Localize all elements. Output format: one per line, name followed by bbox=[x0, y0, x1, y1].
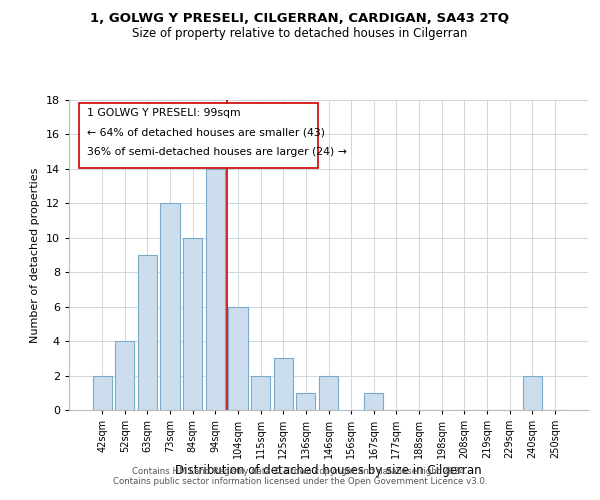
Bar bbox=[229, 306, 248, 410]
Bar bbox=[296, 393, 316, 410]
Bar bbox=[523, 376, 542, 410]
X-axis label: Distribution of detached houses by size in Cilgerran: Distribution of detached houses by size … bbox=[175, 464, 482, 477]
Bar bbox=[92, 376, 112, 410]
Text: 1, GOLWG Y PRESELI, CILGERRAN, CARDIGAN, SA43 2TQ: 1, GOLWG Y PRESELI, CILGERRAN, CARDIGAN,… bbox=[91, 12, 509, 26]
Bar bbox=[206, 169, 225, 410]
Bar bbox=[364, 393, 383, 410]
Bar bbox=[251, 376, 270, 410]
Text: Contains HM Land Registry data © Crown copyright and database right 2024.: Contains HM Land Registry data © Crown c… bbox=[132, 467, 468, 476]
Bar bbox=[319, 376, 338, 410]
Bar bbox=[274, 358, 293, 410]
Y-axis label: Number of detached properties: Number of detached properties bbox=[30, 168, 40, 342]
Bar bbox=[160, 204, 180, 410]
Text: ← 64% of detached houses are smaller (43): ← 64% of detached houses are smaller (43… bbox=[87, 128, 325, 138]
Text: Contains public sector information licensed under the Open Government Licence v3: Contains public sector information licen… bbox=[113, 477, 487, 486]
FancyBboxPatch shape bbox=[79, 103, 318, 168]
Bar bbox=[115, 341, 134, 410]
Bar bbox=[138, 255, 157, 410]
Text: 36% of semi-detached houses are larger (24) →: 36% of semi-detached houses are larger (… bbox=[87, 147, 347, 157]
Text: 1 GOLWG Y PRESELI: 99sqm: 1 GOLWG Y PRESELI: 99sqm bbox=[87, 108, 241, 118]
Bar bbox=[183, 238, 202, 410]
Text: Size of property relative to detached houses in Cilgerran: Size of property relative to detached ho… bbox=[133, 28, 467, 40]
